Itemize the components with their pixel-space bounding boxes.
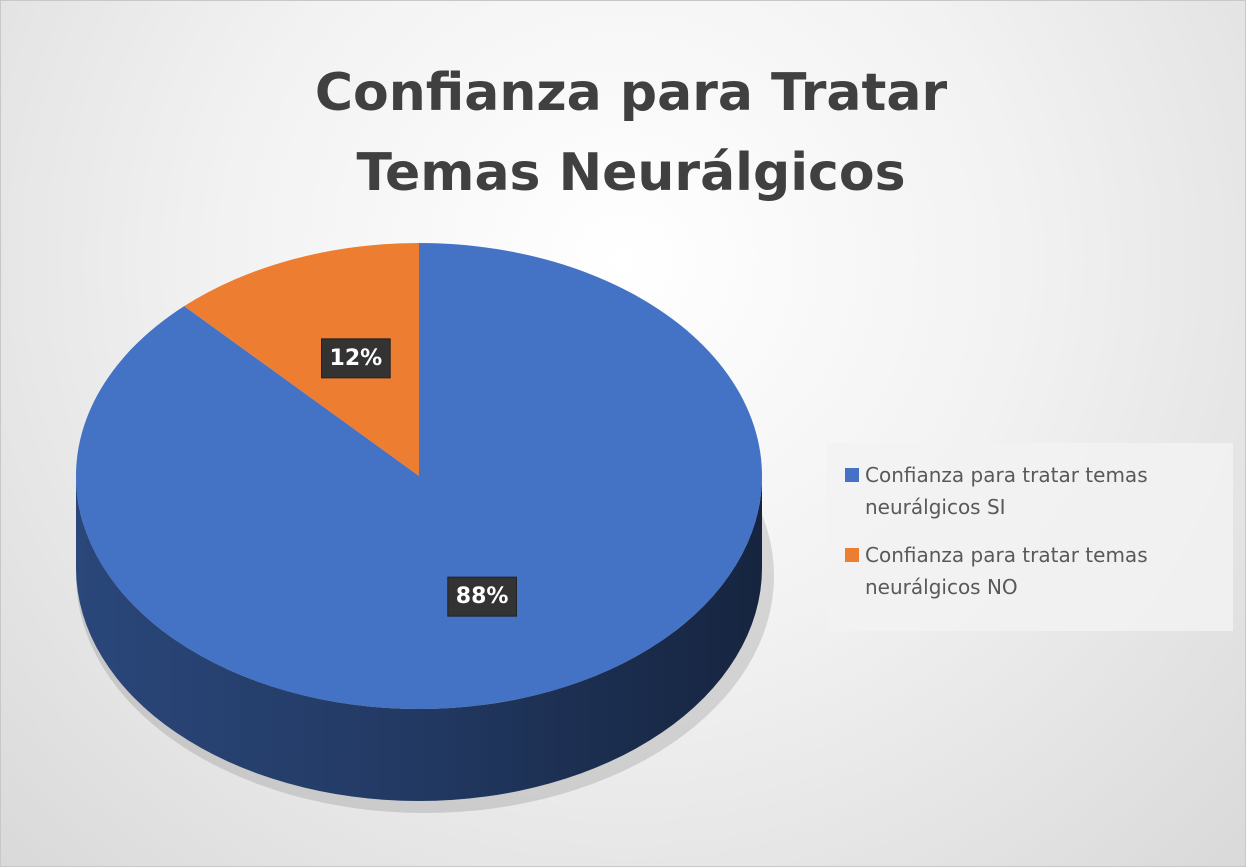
legend-swatch <box>845 548 859 562</box>
legend-item: Confianza para tratar temas neurálgicos … <box>845 539 1225 603</box>
legend: Confianza para tratar temas neurálgicos … <box>827 443 1233 631</box>
pie-slice <box>184 243 419 476</box>
data-label: 12% <box>330 346 383 371</box>
data-label-box <box>321 338 391 379</box>
pie-side <box>76 476 762 801</box>
data-label-box <box>447 576 517 617</box>
data-label: 88% <box>456 584 509 609</box>
legend-item: Confianza para tratar temas neurálgicos … <box>845 459 1225 523</box>
legend-label: Confianza para tratar temas neurálgicos … <box>865 463 1148 519</box>
legend-label: Confianza para tratar temas neurálgicos … <box>865 543 1148 599</box>
chart-title: Confianza para Tratar Temas Neurálgicos <box>314 63 948 203</box>
legend-swatch <box>845 468 859 482</box>
